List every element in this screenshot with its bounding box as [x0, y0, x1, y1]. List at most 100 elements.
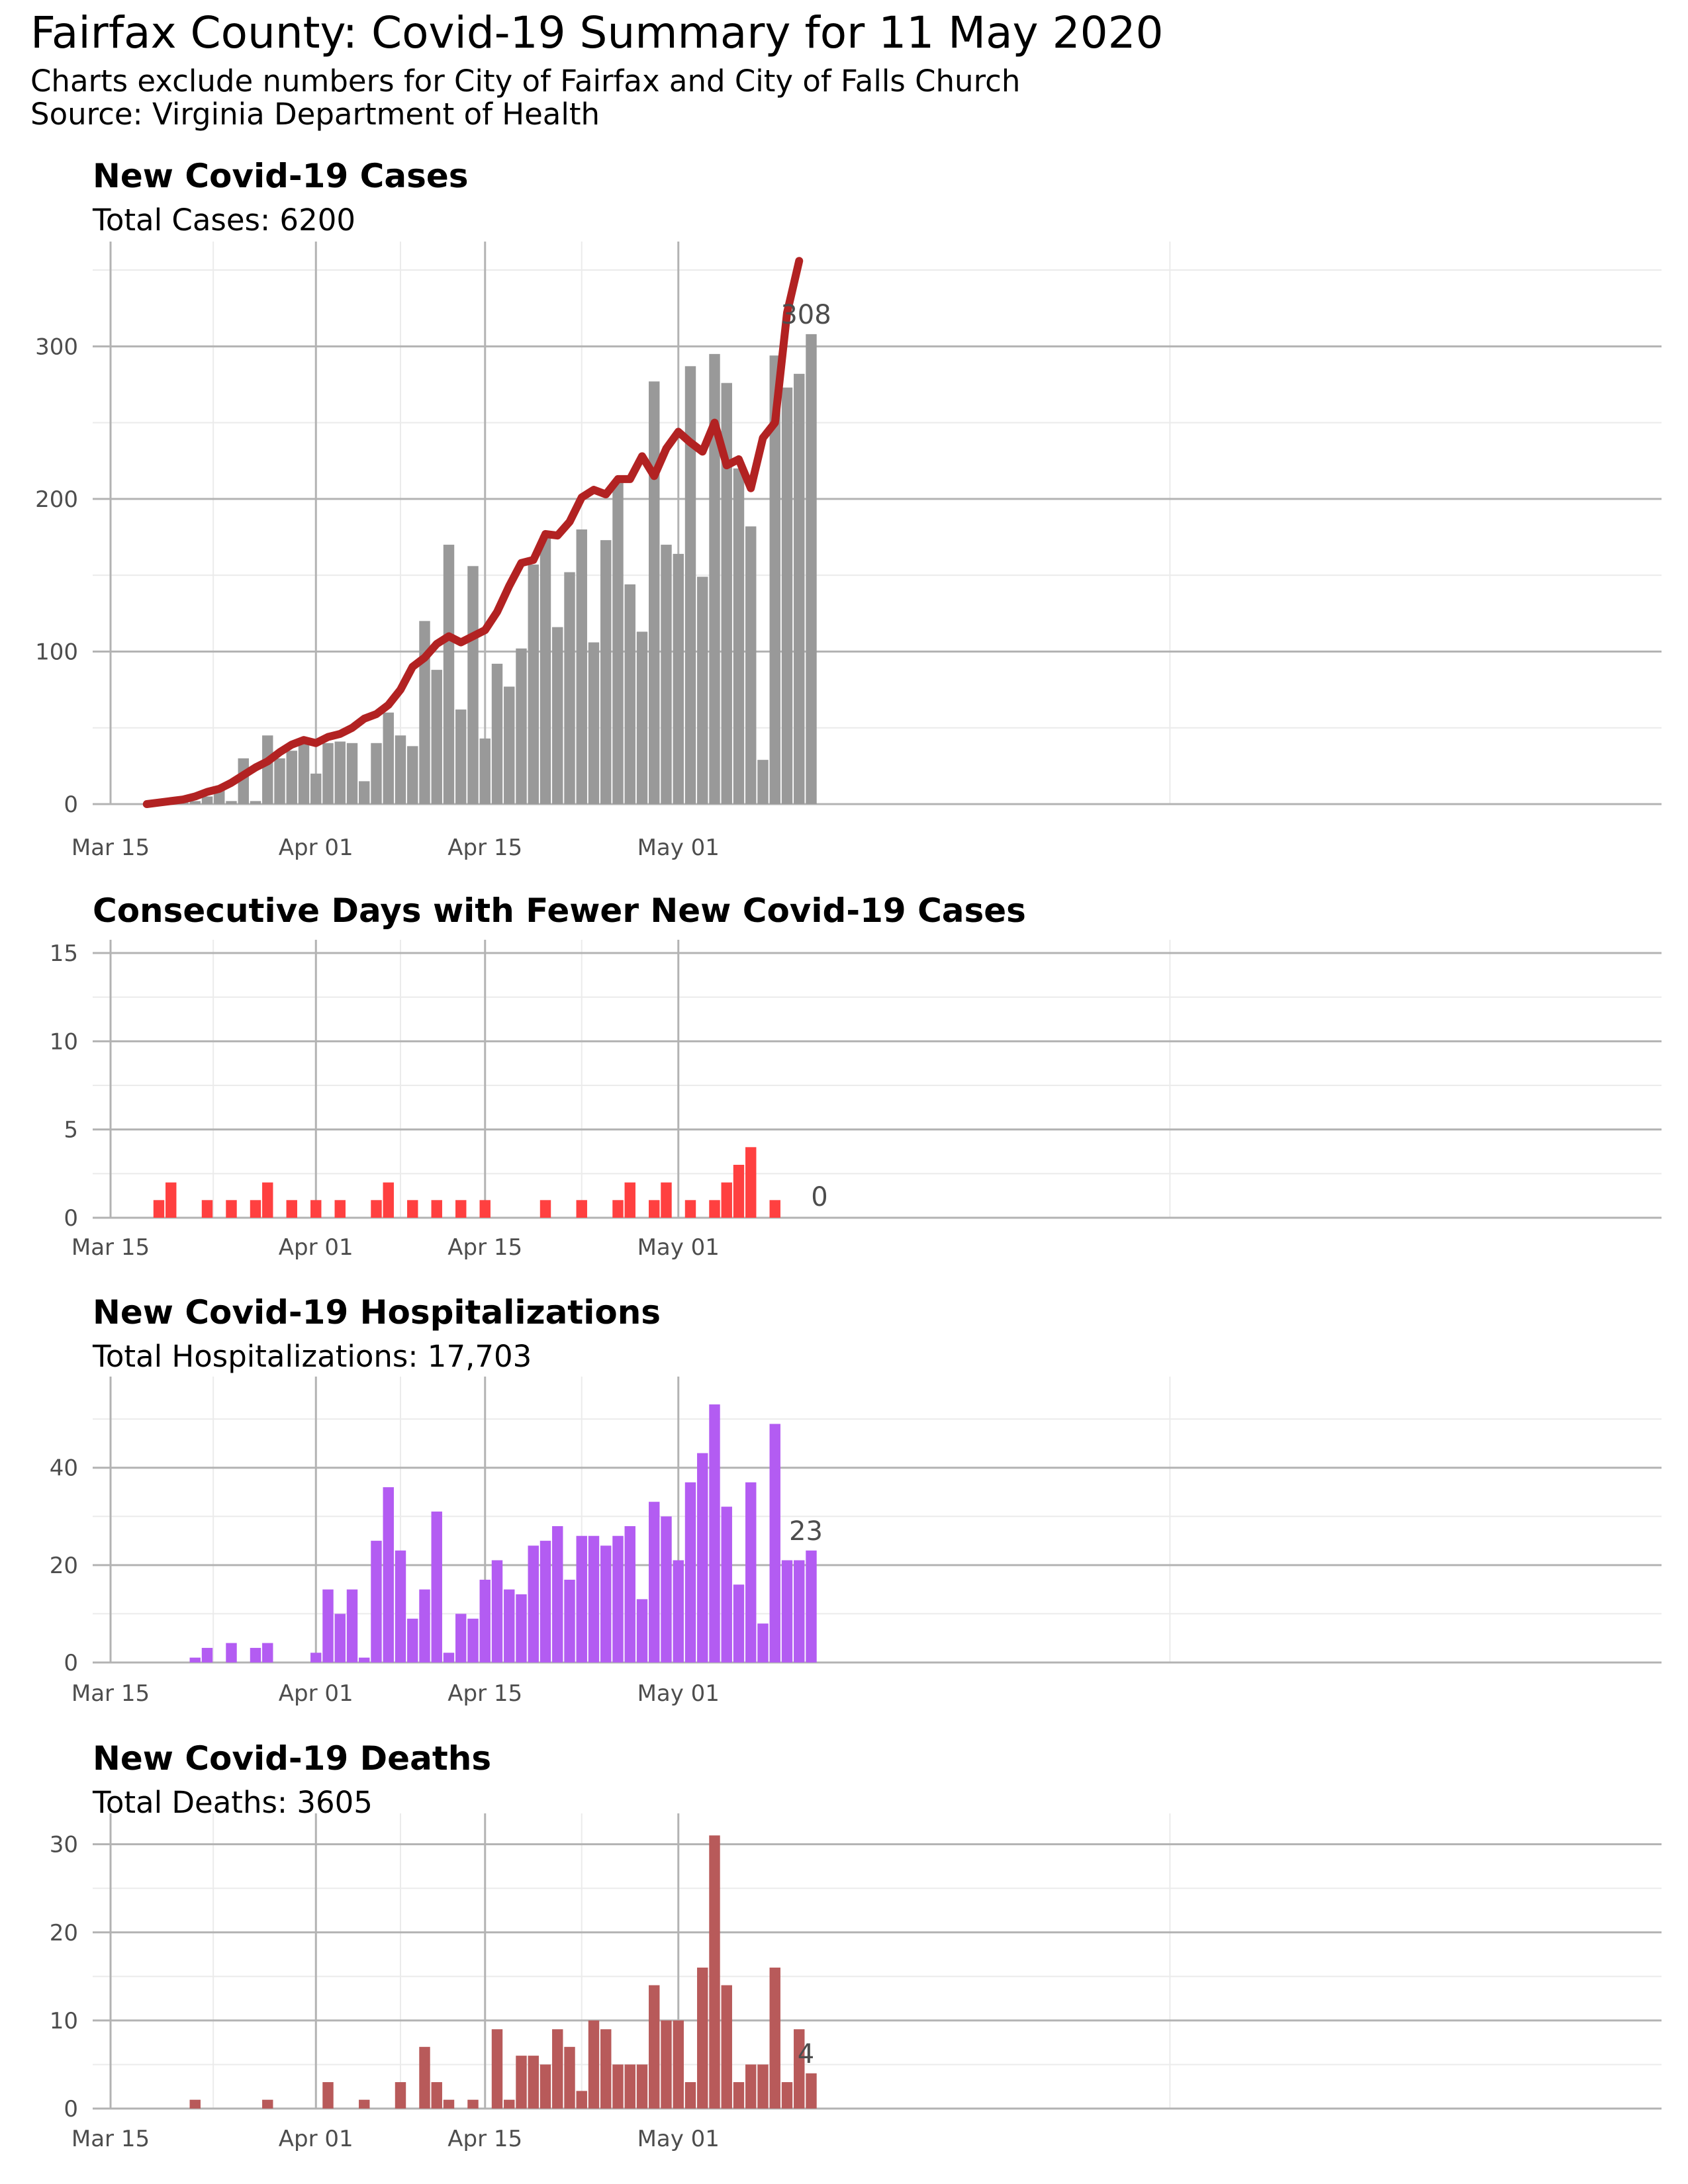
- hospitalizations-bar: [371, 1541, 382, 1662]
- deaths-y-tick-label: 30: [50, 1832, 78, 1858]
- cases-y-tick-label: 100: [35, 639, 78, 665]
- consecutive-bar: [371, 1200, 382, 1218]
- consecutive-bar: [539, 1200, 551, 1218]
- deaths-chart-title: New Covid-19 Deaths: [93, 1739, 492, 1778]
- deaths-x-tick-label: Apr 15: [447, 2126, 522, 2152]
- deaths-bar: [781, 2082, 793, 2109]
- deaths-bar: [624, 2064, 635, 2109]
- cases-bar: [745, 526, 757, 804]
- hospitalizations-bar: [359, 1657, 370, 1662]
- cases-bar: [359, 781, 370, 804]
- deaths-bar: [322, 2082, 334, 2109]
- cases-bar: [189, 801, 201, 804]
- cases-bar: [298, 743, 310, 804]
- consecutive-bar: [310, 1200, 322, 1218]
- hospitalizations-bar: [395, 1550, 406, 1662]
- cases-bar: [709, 353, 720, 804]
- cases-chart-title: New Covid-19 Cases: [93, 157, 469, 195]
- cases-bar: [201, 796, 213, 804]
- hospitalizations-chart-title: New Covid-19 Hospitalizations: [93, 1293, 661, 1332]
- cases-bar: [528, 565, 539, 804]
- deaths-y-tick-label: 20: [50, 1920, 78, 1946]
- hospitalizations-bar: [806, 1550, 817, 1662]
- hospitalizations-bar: [781, 1560, 793, 1662]
- cases-bar: [576, 529, 587, 804]
- consecutive-bar: [769, 1200, 780, 1218]
- page-title: Fairfax County: Covid-19 Summary for 11 …: [30, 7, 1164, 58]
- cases-bar: [419, 621, 430, 804]
- consecutive-bar: [455, 1200, 467, 1218]
- deaths-bar: [516, 2056, 527, 2109]
- deaths-bar: [539, 2064, 551, 2109]
- deaths-chart-subtitle: Total Deaths: 3605: [93, 1785, 373, 1820]
- consecutive-bar: [479, 1200, 491, 1218]
- deaths-y-tick-label: 0: [64, 2096, 78, 2122]
- cases-bar: [781, 387, 793, 804]
- cases-x-tick-label: Apr 01: [279, 835, 353, 861]
- page-subtitle-source: Source: Virginia Department of Health: [30, 97, 600, 132]
- deaths-bar: [757, 2064, 769, 2109]
- deaths-x-tick-label: Mar 15: [71, 2126, 150, 2152]
- deaths-bar: [649, 1985, 660, 2109]
- deaths-bar: [528, 2056, 539, 2109]
- hospitalizations-bar: [443, 1653, 455, 1662]
- deaths-bar: [806, 2073, 817, 2109]
- hospitalizations-bar: [322, 1589, 334, 1662]
- cases-bar: [552, 627, 563, 804]
- cases-bar: [636, 631, 648, 804]
- consecutive-x-tick-label: Apr 15: [447, 1234, 522, 1261]
- hospitalizations-y-tick-label: 40: [50, 1455, 78, 1482]
- cases-bar: [504, 686, 515, 804]
- deaths-bar: [612, 2064, 624, 2109]
- consecutive-bar: [576, 1200, 587, 1218]
- deaths-end-value-label: 4: [798, 2039, 814, 2070]
- hospitalizations-bar: [745, 1482, 757, 1662]
- cases-bar: [322, 743, 334, 804]
- hospitalizations-bar: [310, 1653, 322, 1662]
- consecutive-bar: [709, 1200, 720, 1218]
- hospitalizations-bar: [504, 1589, 515, 1662]
- consecutive-y-tick-label: 0: [64, 1205, 78, 1232]
- cases-bar: [564, 572, 575, 804]
- consecutive-x-tick-label: Apr 01: [279, 1234, 353, 1261]
- consecutive-bar: [661, 1182, 672, 1218]
- consecutive-bar: [733, 1165, 745, 1218]
- hospitalizations-x-tick-label: May 01: [637, 1680, 720, 1707]
- cases-trend-line: [142, 257, 804, 808]
- deaths-bar: [733, 2082, 745, 2109]
- consecutive-bar: [262, 1182, 273, 1218]
- cases-bar: [334, 741, 346, 804]
- hospitalizations-bar: [588, 1535, 600, 1662]
- hospitalizations-bar: [661, 1516, 672, 1662]
- deaths-bar: [588, 2020, 600, 2109]
- cases-bar: [491, 663, 503, 804]
- hospitalizations-bar: [346, 1589, 358, 1662]
- deaths-bar: [262, 2099, 273, 2109]
- consecutive-bar: [721, 1182, 732, 1218]
- hospitalizations-x-tick-label: Mar 15: [71, 1680, 150, 1707]
- cases-bar: [262, 735, 273, 804]
- cases-bar: [649, 381, 660, 804]
- cases-bar: [733, 468, 745, 804]
- hospitalizations-bar: [419, 1589, 430, 1662]
- cases-bar: [794, 373, 805, 804]
- hospitalizations-x-tick-label: Apr 15: [447, 1680, 522, 1707]
- cases-bar: [769, 355, 780, 804]
- consecutive-bar: [745, 1147, 757, 1218]
- deaths-y-tick-label: 10: [50, 2008, 78, 2034]
- consecutive-y-tick-label: 5: [64, 1117, 78, 1144]
- hospitalizations-bar: [262, 1643, 273, 1662]
- consecutive-bar: [286, 1200, 297, 1218]
- cases-bar: [250, 801, 261, 804]
- cases-bar: [346, 743, 358, 804]
- cases-bar: [516, 648, 527, 804]
- hospitalizations-bar: [383, 1487, 394, 1662]
- hospitalizations-y-tick-label: 20: [50, 1553, 78, 1579]
- hospitalizations-bar: [467, 1618, 479, 1662]
- deaths-bar: [395, 2082, 406, 2109]
- cases-bar: [226, 801, 237, 804]
- consecutive-y-tick-label: 15: [50, 940, 78, 967]
- deaths-bar: [189, 2099, 201, 2109]
- cases-bar: [600, 540, 612, 804]
